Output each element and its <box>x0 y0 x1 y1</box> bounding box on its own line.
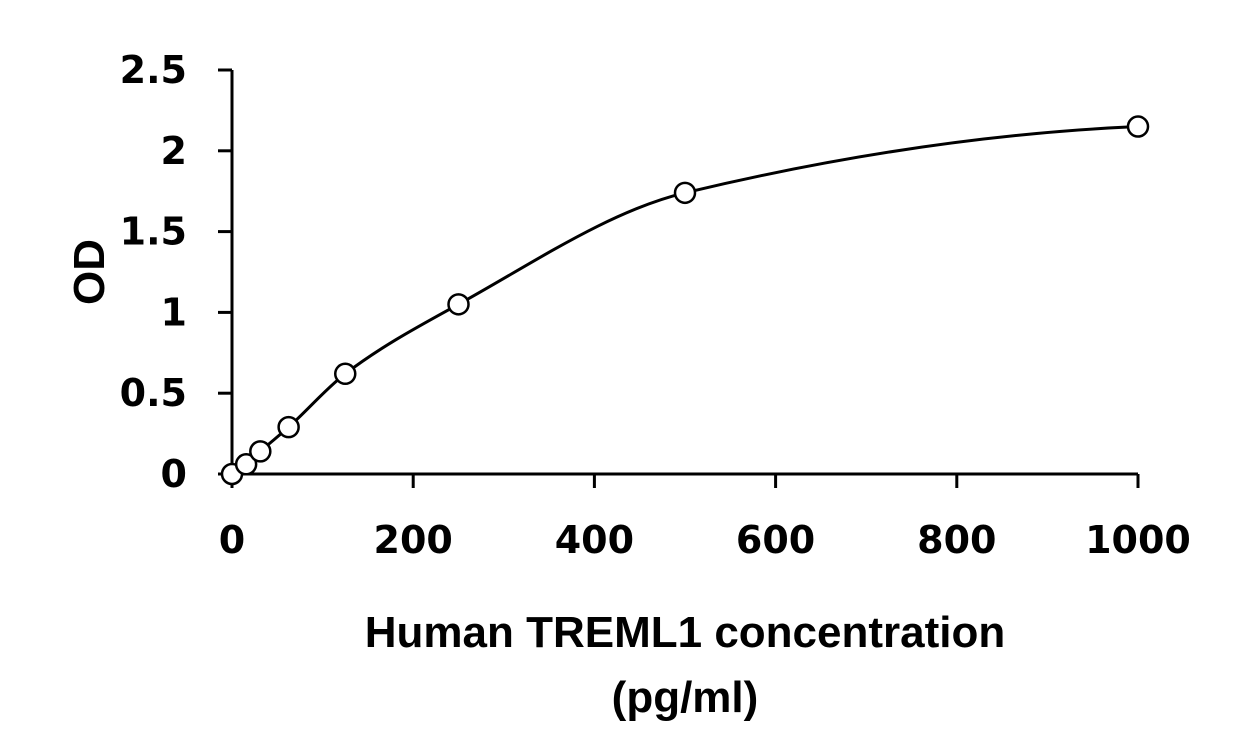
data-point <box>234 453 258 476</box>
x-tick-label: 1000 <box>1085 518 1191 562</box>
y-tick-label: 1 <box>161 290 187 334</box>
data-point <box>277 415 300 439</box>
y-axis-title: OD <box>65 239 114 305</box>
x-tick-label: 200 <box>374 518 453 562</box>
x-tick-label: 800 <box>917 518 996 562</box>
data-point <box>447 293 470 316</box>
y-tick-label: 2 <box>161 129 187 173</box>
data-point <box>1126 115 1150 138</box>
data-point <box>334 362 357 386</box>
y-tick-label: 0.5 <box>120 371 187 415</box>
data-point <box>249 440 272 463</box>
x-tick-labels: 0 200 400 600 800 1000 <box>219 518 1191 562</box>
x-tick-label: 400 <box>555 518 634 562</box>
data-point <box>673 181 697 205</box>
y-tick-label: 1.5 <box>120 210 187 254</box>
tick-marks <box>218 68 1140 488</box>
y-tick-labels: 0 0.5 1 1.5 2 2.5 <box>120 48 187 496</box>
x-tick-label: 600 <box>736 518 815 562</box>
y-tick-label: 2.5 <box>120 48 187 92</box>
x-axis-title-line1: Human TREML1 concentration <box>365 608 1006 657</box>
x-tick-label: 0 <box>219 518 245 562</box>
y-tick-label: 0 <box>161 452 187 496</box>
x-axis-title-line2: (pg/ml) <box>612 673 759 722</box>
fit-curve <box>231 125 1139 476</box>
data-points <box>220 115 1150 486</box>
